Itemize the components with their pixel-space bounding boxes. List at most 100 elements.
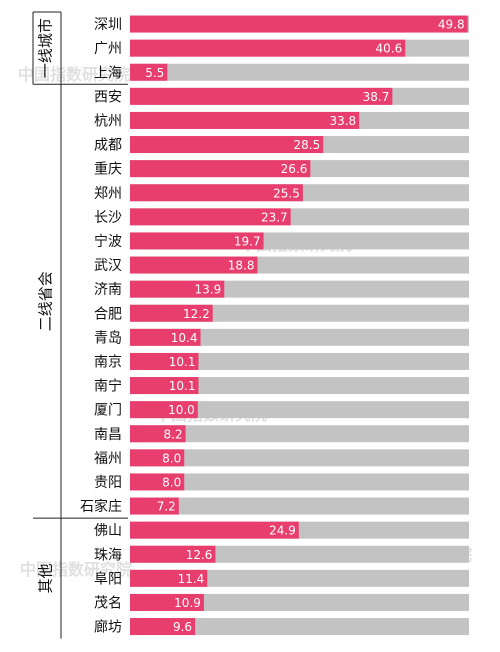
bar: [130, 304, 213, 322]
bar-track: [130, 425, 469, 443]
value-label: 7.2: [157, 500, 176, 514]
category-label: 茂名: [94, 594, 122, 611]
bar-rows: 深圳 49.8 广州 40.6 上海 5.5 西安 38.7 杭州 33.8 成都 28.5 重庆 26.…: [80, 15, 469, 636]
category-label: 佛山: [94, 523, 122, 539]
bar: [130, 184, 303, 202]
value-label: 12.2: [183, 307, 210, 321]
bar: [130, 425, 186, 443]
bar-track: [130, 63, 469, 81]
bar: [130, 352, 199, 370]
category-label: 西安: [94, 89, 122, 105]
value-label: 10.0: [168, 403, 195, 417]
bar: [130, 377, 199, 395]
bar-track: [130, 401, 469, 419]
value-label: 8.2: [164, 427, 183, 441]
value-label: 25.5: [273, 186, 300, 200]
bar: [130, 111, 360, 129]
value-label: 40.6: [376, 42, 403, 56]
category-label: 上海: [94, 65, 122, 81]
category-label: 南京: [94, 354, 122, 370]
category-label: 青岛: [94, 330, 122, 346]
bar: [130, 569, 208, 587]
category-label: 福州: [94, 451, 122, 467]
value-label: 18.8: [228, 259, 255, 273]
value-label: 5.5: [145, 66, 164, 80]
bar: [130, 15, 468, 33]
value-label: 28.5: [294, 138, 321, 152]
bar-track: [130, 449, 469, 467]
category-label: 杭州: [94, 113, 122, 129]
group-dividers: [32, 11, 128, 639]
bar: [130, 160, 311, 178]
category-label: 珠海: [94, 547, 122, 563]
bar-track: [130, 304, 469, 322]
category-label: 南宁: [94, 378, 122, 395]
category-label: 宁波: [94, 233, 122, 250]
category-label: 深圳: [94, 17, 122, 33]
bar-track: [130, 328, 469, 346]
value-label: 10.9: [174, 596, 201, 610]
watermark-text: 中国指数研究院: [18, 65, 130, 84]
category-label: 廊坊: [94, 619, 122, 636]
value-label: 23.7: [261, 210, 288, 224]
value-label: 12.6: [186, 548, 213, 562]
bar-track: [130, 497, 469, 515]
bar: [130, 618, 196, 636]
value-label: 33.8: [329, 114, 356, 128]
value-label: 10.1: [169, 355, 196, 369]
bar-track: [130, 618, 469, 636]
bar: [130, 208, 291, 226]
category-label: 济南: [94, 282, 122, 298]
bar: [130, 256, 258, 274]
bar: [130, 449, 185, 467]
category-label: 贵阳: [94, 475, 122, 491]
category-label: 成都: [94, 138, 122, 154]
bar: [130, 232, 264, 250]
bar: [130, 593, 204, 611]
bar-track: [130, 473, 469, 491]
group-label: 二线省会: [37, 271, 55, 331]
bar: [130, 280, 225, 298]
bar: [130, 136, 324, 154]
value-label: 8.0: [162, 475, 181, 489]
watermark-text: 中国指数研究院: [20, 560, 132, 579]
category-label: 南昌: [94, 427, 122, 443]
category-label: 厦门: [94, 403, 122, 419]
category-label: 武汉: [94, 258, 122, 274]
bar: [130, 401, 198, 419]
bar: [130, 39, 406, 57]
bar: [130, 521, 299, 539]
value-label: 13.9: [195, 283, 222, 297]
bar: [130, 473, 185, 491]
bar-track: [130, 352, 469, 370]
value-label: 9.6: [173, 620, 192, 634]
category-label: 石家庄: [80, 498, 122, 515]
group-label: 其他: [37, 563, 55, 593]
value-label: 8.0: [162, 451, 181, 465]
value-label: 49.8: [438, 18, 465, 32]
category-label: 阜阳: [94, 570, 122, 587]
bar: [130, 497, 179, 515]
value-label: 19.7: [234, 234, 261, 248]
category-label: 合肥: [94, 306, 122, 322]
category-label: 广州: [94, 41, 122, 57]
bar-track: [130, 377, 469, 395]
category-label: 郑州: [94, 186, 122, 202]
category-label: 重庆: [94, 162, 122, 178]
bar: [130, 545, 216, 563]
value-label: 24.9: [269, 524, 296, 538]
value-label: 10.1: [169, 379, 196, 393]
bar-track: [130, 569, 469, 587]
bar: [130, 63, 168, 81]
bar: [130, 328, 201, 346]
value-label: 38.7: [363, 90, 390, 104]
value-label: 11.4: [178, 572, 205, 586]
bar: [130, 87, 393, 105]
value-label: 10.4: [171, 331, 198, 345]
group-label: 一线城市: [37, 18, 55, 78]
category-label: 长沙: [94, 210, 122, 226]
bar-track: [130, 593, 469, 611]
value-label: 26.6: [281, 162, 308, 176]
